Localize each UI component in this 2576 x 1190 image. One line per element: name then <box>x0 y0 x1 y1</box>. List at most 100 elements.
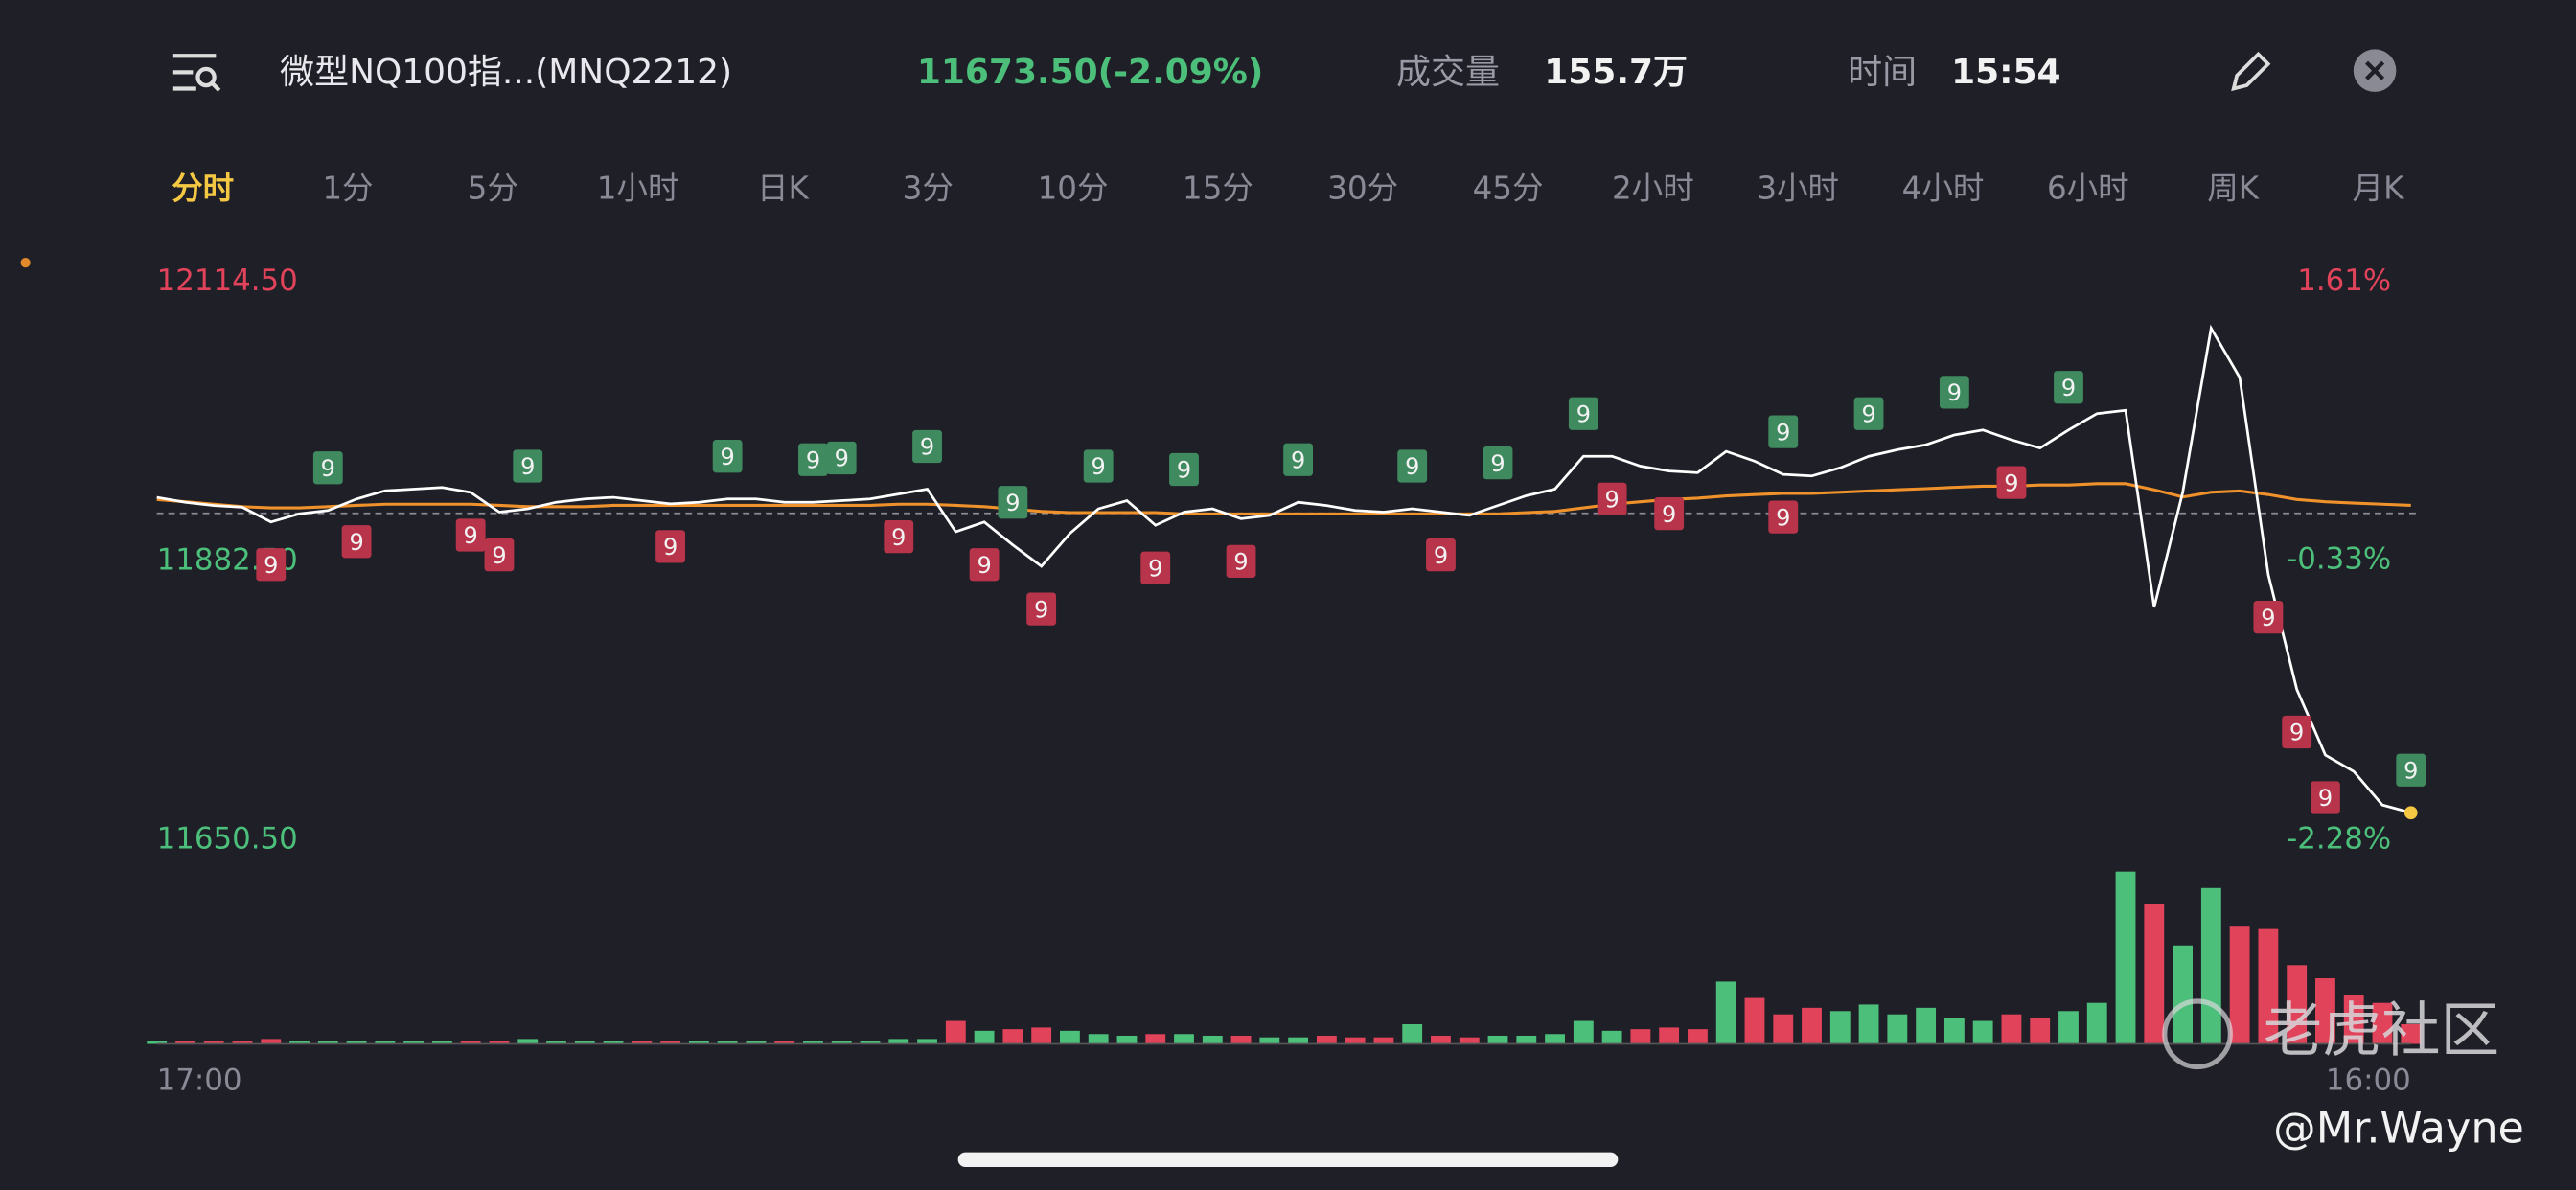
signal-marker <box>1283 443 1314 476</box>
period-tab[interactable]: 5分 <box>468 171 518 207</box>
author: @Mr.Wayne <box>2273 1103 2524 1153</box>
signal-label: 9 <box>1434 542 1448 569</box>
signal-marker <box>1140 551 1171 584</box>
signal-marker <box>1226 544 1256 578</box>
volume-bar <box>1916 1007 1937 1044</box>
volume-bar <box>2115 871 2136 1044</box>
volume-bar <box>1601 1030 1622 1044</box>
signal-marker <box>798 443 828 476</box>
volume-bar <box>1288 1037 1309 1044</box>
signal-label: 9 <box>663 534 678 561</box>
signal-marker <box>2396 753 2426 787</box>
period-tabs: 分时 1分 5分 1小时 日K 3分 10分 15分 30分 45分 2小时 3小时 4小时 6小时 周K 月… <box>172 171 2405 207</box>
edit-icon[interactable] <box>2231 51 2271 92</box>
signal-label: 9 <box>349 529 363 556</box>
volume-bar <box>1829 1011 1851 1044</box>
signal-marker <box>712 440 743 473</box>
period-tab[interactable]: 月K <box>2353 171 2406 207</box>
signal-marker <box>312 451 343 485</box>
volume-bar <box>1230 1035 1252 1044</box>
volume-bar <box>860 1041 881 1044</box>
volume-bar <box>1459 1037 1480 1044</box>
instrument-title[interactable]: 微型NQ100指...(MNQ2212) <box>280 53 732 92</box>
volume-bar <box>375 1041 396 1044</box>
signal-label: 9 <box>806 446 820 473</box>
period-tab[interactable]: 日K <box>757 171 811 207</box>
volume-bar <box>660 1041 681 1044</box>
volume-bar <box>1744 997 1765 1044</box>
period-tab[interactable]: 45分 <box>1473 171 1544 207</box>
volume-bar <box>1373 1037 1394 1044</box>
volume-bar <box>175 1041 196 1044</box>
volume-bar <box>1059 1030 1080 1044</box>
period-tab[interactable]: 1小时 <box>597 171 679 207</box>
period-tab[interactable]: 6小时 <box>2047 171 2129 207</box>
volume-bar <box>1345 1037 1366 1044</box>
signal-label: 9 <box>1776 419 1790 446</box>
signal-label: 9 <box>977 552 991 579</box>
volume-bar <box>917 1039 937 1044</box>
y2-tick-label: -2.28% <box>2287 822 2391 857</box>
period-tab[interactable]: 30分 <box>1327 171 1398 207</box>
volume-bar <box>2144 904 2165 1044</box>
period-tab[interactable]: 3小时 <box>1757 171 1839 207</box>
volume-bar <box>1944 1018 1965 1044</box>
signal-label: 9 <box>1662 501 1676 528</box>
period-tab[interactable]: 周K <box>2207 171 2261 207</box>
time-value: 15:54 <box>1951 53 2061 92</box>
volume-bar <box>2173 945 2193 1044</box>
volume-bar <box>1659 1027 1680 1044</box>
volume-bar <box>1573 1020 1594 1044</box>
period-tab[interactable]: 3分 <box>903 171 954 207</box>
close-button[interactable] <box>2353 49 2397 92</box>
watermark: 老虎社区 <box>2264 995 2500 1064</box>
volume-bar <box>203 1041 224 1044</box>
volume-bar <box>232 1041 253 1044</box>
signal-marker <box>1939 376 1969 409</box>
signal-label: 9 <box>492 542 506 569</box>
signal-label: 9 <box>1947 379 1962 406</box>
volume-bar <box>1031 1027 1052 1044</box>
volume-value: 155.7万 <box>1544 53 1688 92</box>
signal-marker <box>256 548 287 582</box>
period-tab[interactable]: 1分 <box>322 171 373 207</box>
signal-marker <box>1853 397 1884 430</box>
signal-label: 9 <box>1034 596 1048 623</box>
volume-bar <box>888 1039 909 1044</box>
signal-label: 9 <box>920 434 934 461</box>
volume-bar <box>431 1041 452 1044</box>
volume-bar <box>746 1041 767 1044</box>
y2-tick-label: 1.61% <box>2297 263 2391 298</box>
volume-bar <box>1259 1037 1280 1044</box>
period-tab[interactable]: 分时 <box>172 171 234 207</box>
signal-marker <box>1483 446 1513 480</box>
menu-icon[interactable] <box>172 54 221 92</box>
signal-label: 9 <box>1291 446 1305 473</box>
volume-bar <box>1516 1035 1537 1044</box>
signal-label: 9 <box>1405 453 1419 480</box>
signal-marker <box>1397 449 1428 483</box>
signal-marker <box>1768 415 1799 448</box>
period-tab[interactable]: 2小时 <box>1612 171 1694 207</box>
signal-label: 9 <box>1604 487 1619 514</box>
signal-label: 9 <box>1861 400 1875 427</box>
volume-bar <box>1116 1035 1138 1044</box>
volume-bar <box>2001 1014 2022 1044</box>
period-tab[interactable]: 15分 <box>1183 171 1254 207</box>
period-tab[interactable]: 10分 <box>1038 171 1109 207</box>
period-tab[interactable]: 4小时 <box>1902 171 1985 207</box>
signal-label: 9 <box>2061 375 2076 401</box>
signal-label: 9 <box>1005 490 1020 516</box>
volume-bar <box>1688 1029 1708 1044</box>
signal-marker <box>912 429 942 464</box>
signal-label: 9 <box>891 524 906 551</box>
signal-marker <box>2282 715 2312 749</box>
signal-marker <box>2311 781 2340 814</box>
volume-bar <box>489 1041 510 1044</box>
volume-bar <box>546 1041 566 1044</box>
y2-tick-label: -0.33% <box>2287 542 2391 577</box>
volume-bar <box>2343 995 2364 1044</box>
volume-bar <box>2229 926 2250 1044</box>
y-tick-label: 11650.50 <box>157 822 298 857</box>
